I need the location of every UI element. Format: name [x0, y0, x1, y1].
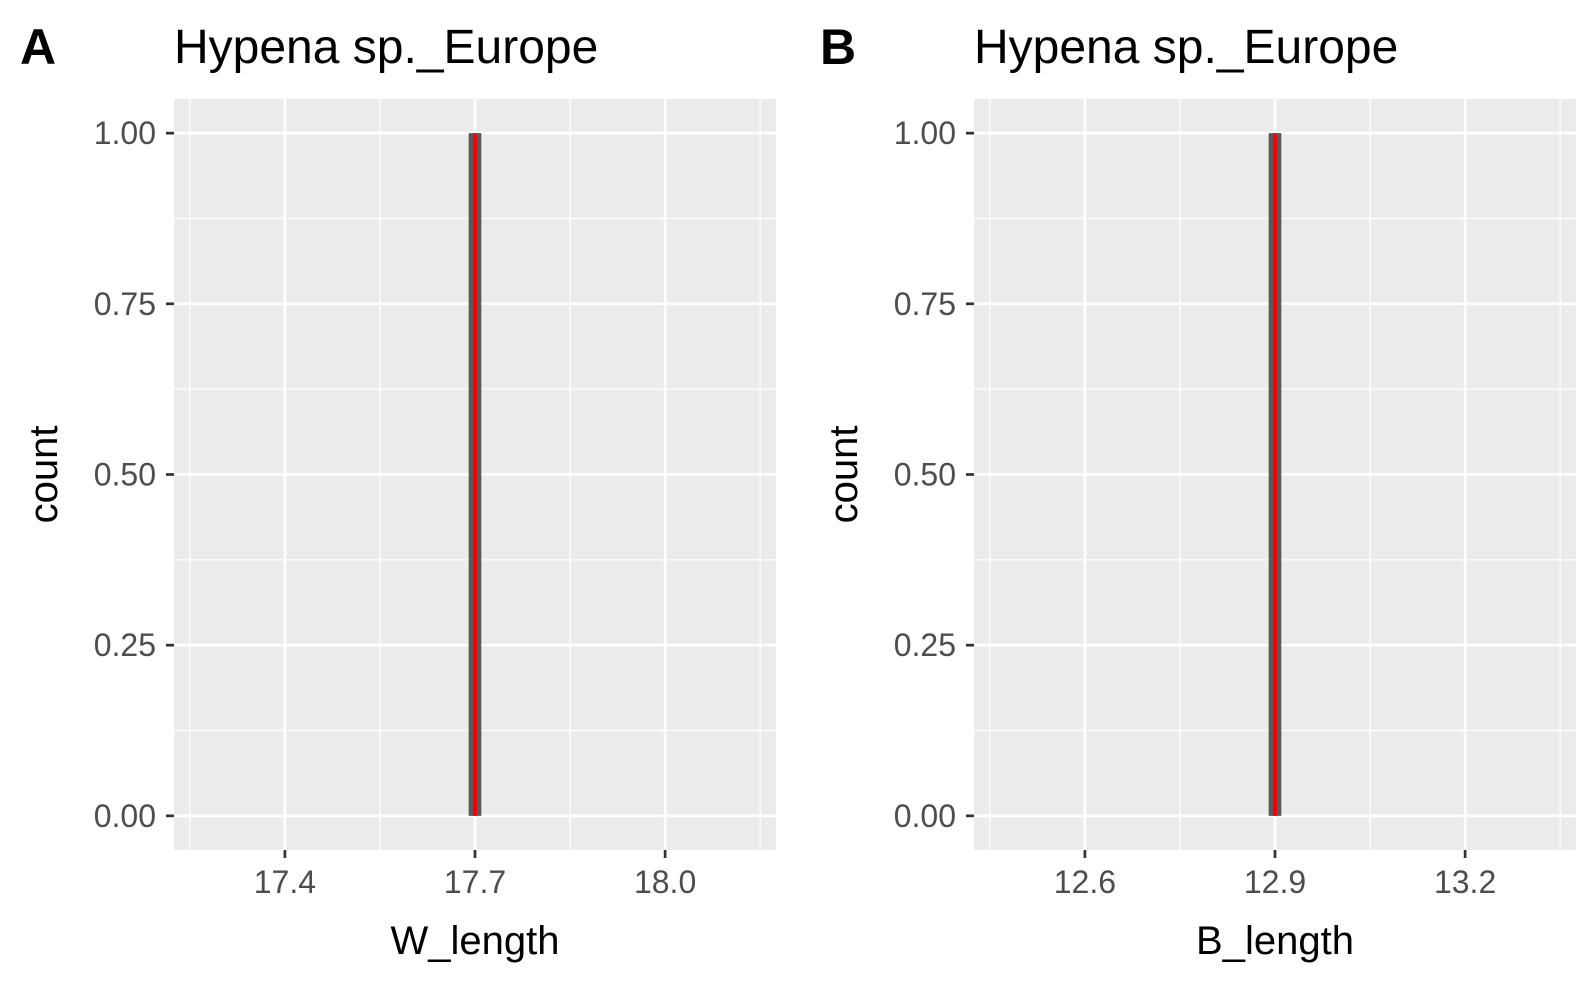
panel-b-y-axis-title: count: [822, 426, 866, 524]
panel-b-y-tick-label-4: 1.00: [894, 115, 956, 151]
panel-b: B Hypena sp._Europe 0.00 0.25 0.50 0.75 1.00…: [820, 19, 1576, 963]
panel-b-y-ticks: 0.00 0.25 0.50 0.75 1.00: [894, 115, 974, 834]
panel-a-x-tick-label-2: 18.0: [634, 864, 696, 900]
panel-b-y-tick-label-0: 0.00: [894, 798, 956, 834]
panel-b-y-tick-label-2: 0.50: [894, 457, 956, 493]
panel-a-y-axis-title: count: [22, 426, 66, 524]
panel-b-x-tick-label-0: 12.6: [1054, 864, 1116, 900]
panel-b-title: Hypena sp._Europe: [974, 21, 1398, 74]
panel-b-x-tick-label-2: 13.2: [1434, 864, 1496, 900]
panel-b-y-tick-label-3: 0.75: [894, 286, 956, 322]
panel-a-y-tick-label-4: 1.00: [94, 115, 156, 151]
panel-a-x-axis-title: W_length: [391, 919, 560, 963]
panel-a-y-tick-label-1: 0.25: [94, 627, 156, 663]
panel-a-y-tick-label-2: 0.50: [94, 457, 156, 493]
panel-b-x-ticks: 12.6 12.9 13.2: [1054, 850, 1496, 900]
panel-a-x-tick-label-0: 17.4: [254, 864, 316, 900]
panel-a-x-tick-label-1: 17.7: [444, 864, 506, 900]
panel-b-x-axis-title: B_length: [1196, 919, 1354, 963]
panel-a-tag: A: [20, 19, 56, 75]
panel-b-y-tick-label-1: 0.25: [894, 627, 956, 663]
panel-a-y-ticks: 0.00 0.25 0.50 0.75 1.00: [94, 115, 174, 834]
panel-a-title: Hypena sp._Europe: [174, 21, 598, 74]
panel-b-tag: B: [820, 19, 856, 75]
panel-b-x-tick-label-1: 12.9: [1244, 864, 1306, 900]
panel-a-y-tick-label-0: 0.00: [94, 798, 156, 834]
panel-a-x-ticks: 17.4 17.7 18.0: [254, 850, 696, 900]
panel-a: A Hypena sp._Europe 0.00 0.25 0.50 0.75 1.00…: [20, 19, 776, 963]
panel-a-y-tick-label-3: 0.75: [94, 286, 156, 322]
